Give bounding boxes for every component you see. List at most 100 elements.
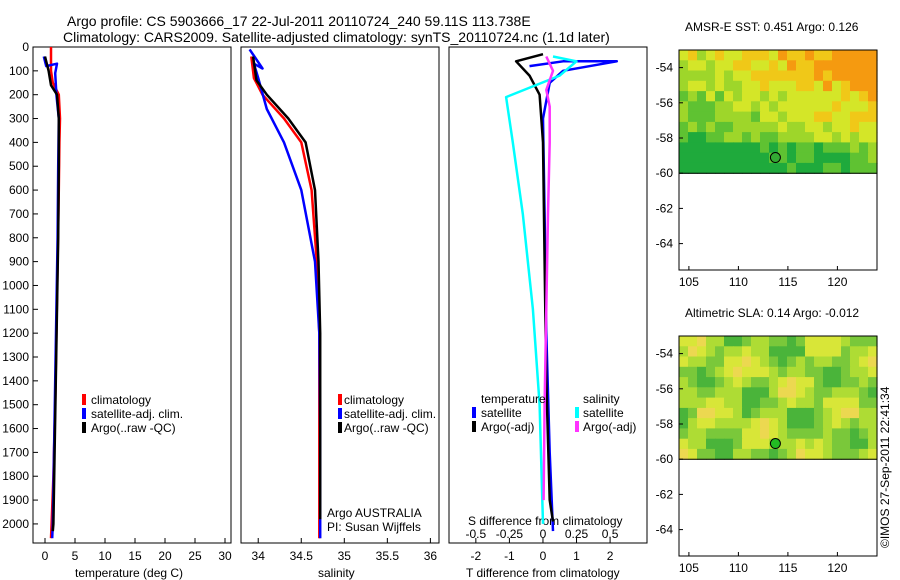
map-lon-label: 110 (729, 275, 748, 289)
map-cell (805, 121, 815, 133)
depth-tick-label: 1200 (2, 326, 29, 340)
legend-s-argo: Argo(-adj) (583, 420, 636, 434)
map-cell (769, 448, 779, 460)
map-cell (814, 366, 824, 378)
map-cell (733, 80, 743, 92)
map-cell (715, 418, 725, 429)
legend-argo: Argo(..raw -QC) (344, 421, 429, 435)
map-cell (805, 91, 815, 102)
map-cell (751, 397, 761, 409)
map-lon-label: 110 (729, 561, 748, 575)
map-cell (697, 356, 707, 368)
map-cell (724, 50, 734, 61)
map-cell (850, 387, 860, 399)
map-lon-label: 120 (827, 561, 847, 575)
map-cell (841, 60, 851, 72)
map-cell (733, 377, 743, 388)
x-tick-label: 0 (42, 549, 49, 563)
map-cell (778, 407, 788, 419)
map-cell (724, 387, 734, 399)
map-cell (715, 356, 725, 368)
map-cell (688, 60, 698, 72)
temperature-series (42, 47, 62, 539)
map-cell (715, 152, 725, 164)
map-cell (688, 132, 698, 143)
map-cell (859, 132, 869, 143)
map-cell (814, 356, 824, 368)
map-cell (760, 132, 770, 143)
map-cell (742, 70, 752, 82)
map-cell (760, 101, 770, 113)
map-cell (823, 60, 833, 72)
map-cell (733, 121, 743, 133)
x-tick-label: -1 (504, 549, 515, 563)
map-cell (688, 346, 698, 358)
map-cell (778, 377, 788, 388)
map-cell (679, 346, 689, 358)
map-cell (742, 397, 752, 409)
map-lat-label: -62 (656, 487, 674, 501)
map-cell (850, 418, 860, 429)
map-cell (760, 70, 770, 82)
depth-tick-label: 1100 (3, 302, 29, 316)
map-cell (814, 60, 824, 72)
map-cell (742, 438, 752, 450)
map-cell (805, 162, 815, 174)
map-cell (679, 377, 689, 388)
map-cell (733, 336, 743, 347)
map-cell (832, 387, 842, 399)
map-cell (751, 111, 761, 123)
map-cell (760, 356, 770, 368)
map-cell (679, 50, 689, 61)
map-cell (859, 70, 869, 82)
map-cell (724, 407, 734, 419)
map-cell (859, 366, 869, 378)
map-cell (778, 162, 788, 174)
map-cell (742, 132, 752, 143)
map-cell (787, 101, 797, 113)
map-cell (769, 50, 779, 61)
map-cell (841, 152, 851, 164)
map-cell (742, 366, 752, 378)
argo-position-marker (769, 438, 781, 450)
map-cell (823, 80, 833, 92)
map-cell (706, 50, 716, 61)
x-tick-label: 35.5 (376, 549, 400, 563)
map-cell (778, 91, 788, 102)
map-cell (769, 101, 779, 113)
map-cell (742, 377, 752, 388)
map-cell (697, 121, 707, 133)
map-cell (805, 377, 815, 388)
map-cell (805, 438, 815, 450)
map-cell (679, 60, 689, 72)
map-cell (796, 438, 806, 450)
map-cell (724, 80, 734, 92)
map-cell (706, 387, 716, 399)
depth-tick-label: 600 (9, 183, 29, 197)
sst-map: -54 -56 -58 -60 -62 -64 105 110 115 120 (656, 49, 878, 289)
map-cell (697, 60, 707, 72)
map-cell (814, 121, 824, 133)
map-cell (805, 366, 815, 378)
map-cell (688, 377, 698, 388)
map-cell (796, 346, 806, 358)
argo-annotation-line1: Argo AUSTRALIA (327, 506, 422, 520)
series-line-s-satellite (504, 55, 578, 524)
map-cell (859, 387, 869, 399)
map-cell (697, 438, 707, 450)
map-cell (796, 152, 806, 164)
map-cell (823, 152, 833, 164)
map-cell (688, 162, 698, 174)
map-cell (769, 387, 779, 399)
map-cell (787, 70, 797, 82)
map-cell (715, 80, 725, 92)
map-cell (778, 336, 788, 347)
map-cell (715, 142, 725, 154)
map-cell (796, 121, 806, 133)
map-cell (769, 91, 779, 102)
map-cell (715, 70, 725, 82)
depth-tick-label: 0 (22, 40, 29, 54)
map-cell (787, 336, 797, 347)
map-cell (697, 418, 707, 429)
